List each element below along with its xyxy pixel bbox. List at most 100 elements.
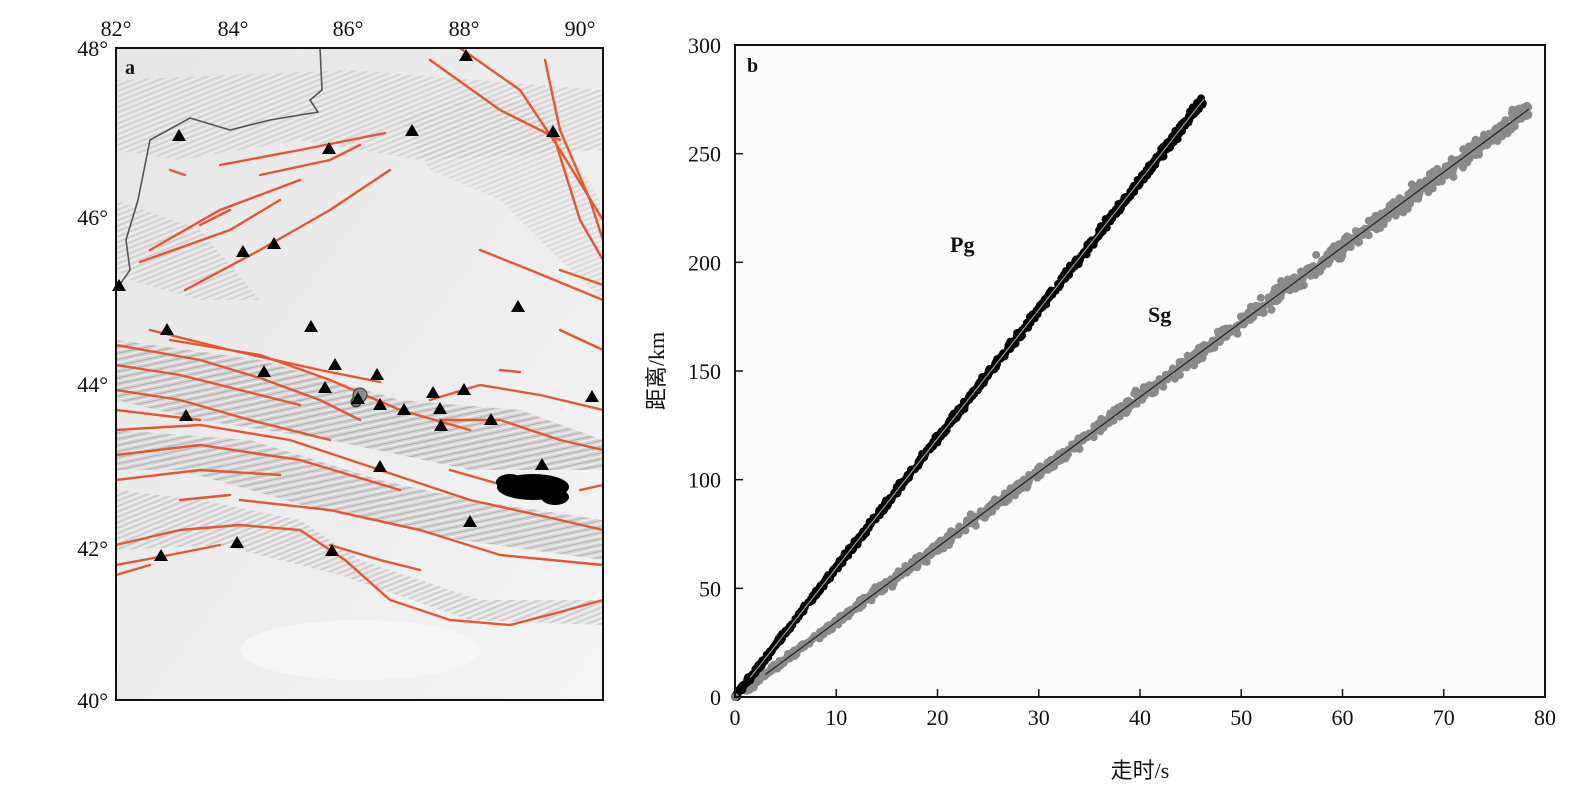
lon-tick-label: 82° [101, 16, 132, 41]
pg-point [1055, 281, 1064, 290]
sg-point [855, 602, 864, 611]
station-marker [373, 398, 387, 410]
sg-point [1270, 284, 1279, 293]
sg-point [990, 495, 999, 504]
lat-tick-label: 40° [77, 688, 108, 713]
sg-point [1178, 358, 1187, 367]
station-marker [433, 402, 447, 414]
map-frame [115, 47, 604, 701]
pg-point [979, 372, 988, 381]
sg-point [887, 575, 896, 584]
lat-tick-label: 44° [77, 372, 108, 397]
sg-point [1198, 342, 1207, 351]
lat-tick-label: 46° [77, 205, 108, 230]
x-tick-label: 20 [927, 705, 949, 730]
sg-point [1134, 388, 1143, 397]
map-panel: 82° 84° 86° 88° 90° 48° 46° 44° 42° 40° … [77, 16, 604, 713]
lon-tick-label: 90° [565, 16, 596, 41]
sg-point [1433, 177, 1442, 186]
sg-point [1376, 223, 1385, 232]
station-marker [535, 458, 549, 470]
station-marker [457, 383, 471, 395]
x-tick-label: 0 [730, 705, 741, 730]
sg-point [1003, 496, 1012, 505]
pg-point [1161, 140, 1170, 149]
sg-point [805, 639, 814, 648]
sg-point [1422, 183, 1431, 192]
sg-point [1394, 196, 1403, 205]
chart-panel: 0 10 20 30 40 50 60 70 80 0 50 100 150 200 250 300 走时/… [644, 33, 1556, 783]
pg-point [1040, 295, 1049, 304]
sg-point [1124, 396, 1133, 405]
sg-point [1256, 293, 1265, 302]
sg-point [1271, 296, 1280, 305]
country-border [115, 47, 323, 291]
pg-point [960, 398, 969, 407]
station-marker [236, 245, 250, 257]
y-tick-label: 300 [688, 33, 721, 58]
y-tick-label: 0 [710, 685, 721, 710]
pg-point [1102, 223, 1111, 232]
sg-point [1312, 250, 1321, 259]
pg-point [968, 392, 977, 401]
sg-point [1407, 180, 1416, 189]
pg-fit-line [749, 98, 1205, 679]
station-marker [373, 460, 387, 472]
station-marker [351, 392, 365, 404]
pg-point [1112, 209, 1121, 218]
sg-point [1019, 481, 1028, 490]
station-marker [459, 49, 473, 61]
x-tick-label: 60 [1332, 705, 1354, 730]
sg-point [1310, 267, 1319, 276]
sg-point [887, 581, 896, 590]
sg-point [1063, 449, 1072, 458]
station-marker [328, 358, 342, 370]
station-marker [267, 237, 281, 249]
station-marker [434, 419, 448, 431]
pg-point [751, 669, 760, 678]
sg-point [1342, 237, 1351, 246]
pg-point [848, 546, 857, 555]
sg-point [934, 543, 943, 552]
x-tick-label: 10 [825, 705, 847, 730]
sg-point [1158, 379, 1167, 388]
chart-panel-label: b [747, 55, 758, 77]
sg-point [1190, 361, 1199, 370]
station-marker [511, 300, 525, 312]
station-marker [257, 365, 271, 377]
fault-lines [116, 48, 603, 627]
sg-point [1433, 164, 1442, 173]
station-marker [484, 413, 498, 425]
x-axis-ticks: 0 10 20 30 40 50 60 70 80 [730, 689, 1556, 730]
pg-point [1072, 255, 1081, 264]
pg-point [738, 685, 747, 694]
x-tick-label: 50 [1230, 705, 1252, 730]
pg-point [743, 677, 752, 686]
sg-point [1364, 231, 1373, 240]
sg-point [1267, 305, 1276, 314]
sg-point [1411, 194, 1420, 203]
station-marker [463, 515, 477, 527]
sg-point [1098, 418, 1107, 427]
sg-point [1236, 312, 1245, 321]
map-latitude-ticks: 48° 46° 44° 42° 40° [77, 36, 108, 713]
station-marker [322, 142, 336, 154]
sg-point [920, 557, 929, 566]
pg-point [1058, 273, 1067, 282]
y-tick-label: 150 [688, 359, 721, 384]
series-label-pg: Pg [950, 232, 974, 257]
x-tick-label: 30 [1028, 705, 1050, 730]
sg-point [923, 548, 932, 557]
y-axis-ticks: 0 50 100 150 200 250 300 [688, 33, 743, 710]
lon-tick-label: 86° [333, 16, 364, 41]
x-tick-label: 70 [1433, 705, 1455, 730]
pg-point [1188, 106, 1197, 115]
sg-point [1484, 138, 1493, 147]
pg-point [1086, 238, 1095, 247]
station-marker [304, 320, 318, 332]
lon-tick-label: 84° [218, 16, 249, 41]
sg-point [816, 627, 825, 636]
sg-point [1187, 353, 1196, 362]
sg-point [1350, 236, 1359, 245]
fit-lines [749, 98, 1530, 679]
